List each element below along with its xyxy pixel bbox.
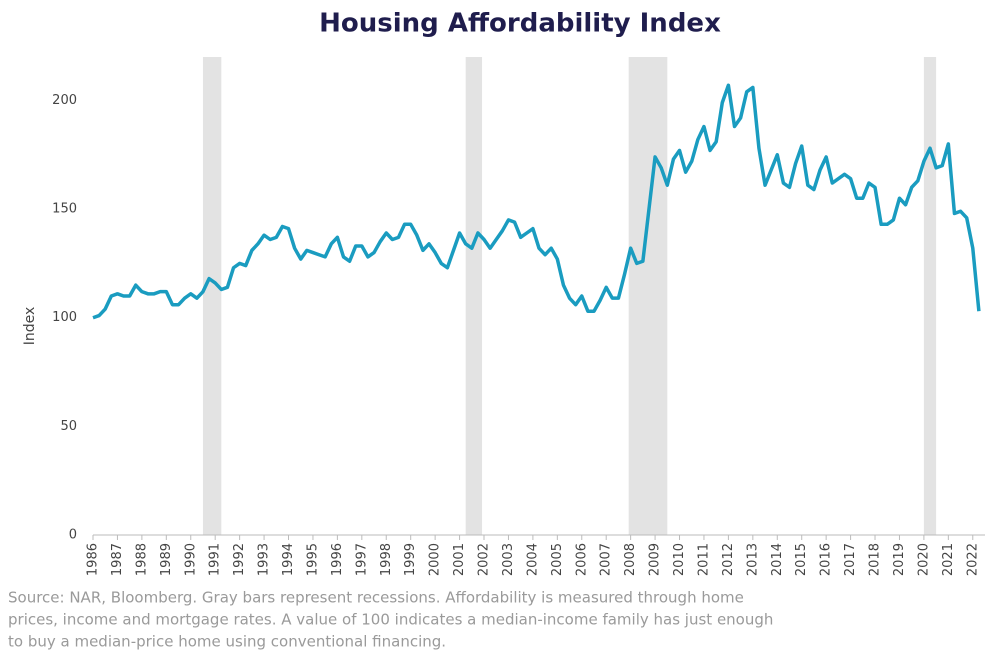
x-tick-label: 2015 [794, 543, 809, 576]
x-tick-label: 1987 [110, 543, 125, 576]
x-tick-label: 2003 [501, 543, 516, 576]
y-tick-label: 100 [52, 310, 77, 325]
x-tick-label: 2016 [819, 543, 834, 576]
x-tick-label: 2022 [965, 543, 980, 576]
x-tick-label: 2002 [477, 543, 492, 576]
y-axis-label: Index [22, 307, 38, 346]
x-tick-label: 1997 [354, 543, 369, 576]
x-tick-label: 2004 [525, 543, 540, 576]
x-tick-label: 2017 [843, 543, 858, 576]
x-tick-label: 2011 [696, 543, 711, 576]
x-tick-label: 1994 [281, 543, 296, 576]
x-tick-label: 1995 [305, 543, 320, 576]
x-tick-label: 2008 [623, 543, 638, 576]
x-tick-label: 1996 [330, 543, 345, 576]
x-tick-label: 1988 [134, 543, 149, 576]
source-line: Source: NAR, Bloomberg. Gray bars repres… [8, 589, 744, 607]
x-tick-label: 1992 [232, 543, 247, 576]
x-tick-label: 2021 [941, 543, 956, 576]
x-tick-label: 2020 [916, 543, 931, 576]
source-line: to buy a median-price home using convent… [8, 633, 446, 651]
recession-band [202, 57, 222, 535]
recession-band [465, 57, 483, 535]
x-tick-label: 2007 [599, 543, 614, 576]
x-tick-label: 2013 [745, 543, 760, 576]
x-tick-label: 1990 [183, 543, 198, 576]
x-tick-label: 2010 [672, 543, 687, 576]
x-tick-label: 1991 [208, 543, 223, 576]
x-tick-label: 2005 [550, 543, 565, 576]
x-tick-label: 1999 [403, 543, 418, 576]
x-tick-label: 1989 [159, 543, 174, 576]
y-tick-label: 50 [60, 419, 77, 434]
x-tick-label: 2018 [868, 543, 883, 576]
x-tick-label: 2012 [721, 543, 736, 576]
recession-band [628, 57, 668, 535]
x-tick-label: 2001 [452, 543, 467, 576]
x-tick-label: 2009 [648, 543, 663, 576]
data-line [92, 83, 981, 320]
x-tick-label: 1993 [257, 543, 272, 576]
recession-band [923, 57, 937, 535]
x-tick-label: 1998 [379, 543, 394, 576]
x-tick-label: 1986 [86, 543, 101, 576]
chart-title: Housing Affordability Index [319, 9, 721, 39]
source-line: prices, income and mortgage rates. A val… [8, 611, 773, 629]
x-tick-label: 2014 [770, 543, 785, 576]
y-tick-label: 150 [52, 202, 77, 217]
x-tick-label: 2006 [574, 543, 589, 576]
x-tick-label: 2000 [428, 543, 443, 576]
x-tick-label: 2019 [892, 543, 907, 576]
y-tick-label: 200 [52, 93, 77, 108]
y-tick-label: 0 [69, 528, 77, 543]
